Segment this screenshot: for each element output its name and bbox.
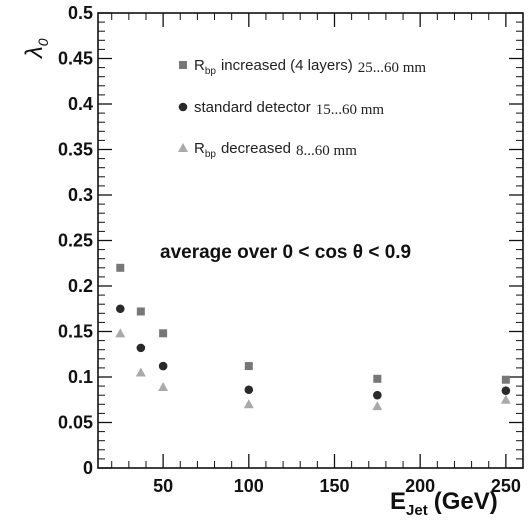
series-1-point xyxy=(136,343,146,353)
x-axis-label-main: E xyxy=(390,488,406,515)
y-tick-label: 0.25 xyxy=(58,231,93,251)
x-tick-label: 200 xyxy=(405,476,435,496)
x-tick-label: 150 xyxy=(319,476,349,496)
axis-ticks xyxy=(98,12,523,469)
y-axis-label-subscript: 0 xyxy=(35,38,51,46)
series-0-point xyxy=(244,362,253,371)
legend-label-main: R xyxy=(194,57,205,74)
series-1-point xyxy=(244,385,254,395)
y-tick-label: 0.2 xyxy=(68,276,93,296)
y-tick-label: 0.15 xyxy=(58,322,93,342)
y-axis-label: λ0 xyxy=(21,38,51,60)
series-2-point xyxy=(243,399,254,409)
series-1-point xyxy=(158,361,168,371)
legend-label-0: Rbp increased (4 layers) 25...60 mm xyxy=(194,57,426,77)
y-tick-label: 0.3 xyxy=(68,185,93,205)
series-2-point xyxy=(158,382,169,392)
series-1-point xyxy=(115,304,125,314)
x-tick-label: 50 xyxy=(153,476,173,496)
legend-label-main: standard detector xyxy=(194,99,311,116)
legend-label-main: R xyxy=(194,140,205,157)
data-markers xyxy=(115,263,511,411)
legend-marker-1 xyxy=(178,102,188,112)
legend-range: 15...60 mm xyxy=(316,102,385,118)
series-0-point xyxy=(373,374,382,383)
x-tick-labels: 50 100 150 200 250 xyxy=(153,476,521,496)
legend-label-subscript: bp xyxy=(205,66,217,77)
y-tick-label: 0.4 xyxy=(68,94,93,114)
x-axis-label-subscript: Jet xyxy=(406,502,428,519)
legend-label-rest: increased (4 layers) xyxy=(221,57,353,74)
legend-label-1: standard detector 15...60 mm xyxy=(194,99,384,118)
y-tick-label: 0.1 xyxy=(68,367,93,387)
y-tick-label: 0.5 xyxy=(68,3,93,23)
series-2-point xyxy=(135,367,146,377)
y-tick-label: 0.45 xyxy=(58,49,93,69)
series-2-point xyxy=(500,394,511,404)
series-0-point xyxy=(159,329,168,338)
legend-label-rest: decreased xyxy=(221,140,291,157)
plot-frame xyxy=(97,12,524,469)
y-tick-label: 0.05 xyxy=(58,413,93,433)
series-0-point xyxy=(501,375,510,384)
legend-label-subscript: bp xyxy=(205,149,217,160)
y-axis-label-main: λ xyxy=(21,46,48,60)
series-0-point xyxy=(116,263,125,272)
legend-range: 25...60 mm xyxy=(358,60,427,76)
x-tick-label: 250 xyxy=(491,476,521,496)
legend-range: 8...60 mm xyxy=(296,143,357,159)
legend: Rbp increased (4 layers) 25...60 mm standar… xyxy=(178,57,426,160)
series-2-point xyxy=(115,328,126,338)
series-1-point xyxy=(501,386,511,395)
y-axis-label-text: λ0 xyxy=(21,38,51,60)
y-tick-labels: 0 0.05 0.1 0.15 0.2 0.25 0.3 0.35 0.4 0.45 0.5 xyxy=(58,3,93,478)
x-tick-label: 100 xyxy=(234,476,264,496)
y-tick-label: 0 xyxy=(83,458,93,478)
series-1-point xyxy=(373,390,382,400)
y-tick-label: 0.35 xyxy=(58,140,93,160)
legend-label-2: Rbp decreased 8...60 mm xyxy=(194,140,357,160)
series-2-point xyxy=(372,401,383,411)
series-0-point xyxy=(136,307,145,316)
legend-marker-2 xyxy=(178,143,188,152)
legend-marker-0 xyxy=(179,61,187,69)
x-axis-label-unit: (GeV) xyxy=(434,488,498,515)
annotation-text: average over 0 < cos θ < 0.9 xyxy=(160,242,411,263)
x-axis-label: EJet (GeV) xyxy=(390,488,498,519)
